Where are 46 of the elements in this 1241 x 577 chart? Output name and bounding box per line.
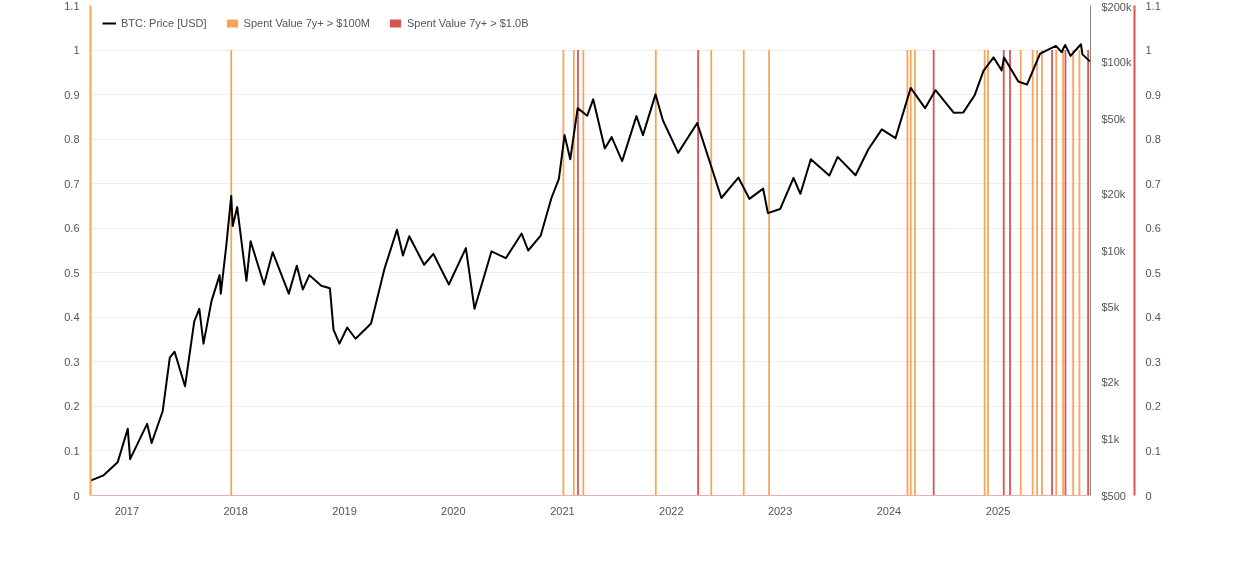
x-tick-label: 2017 [114,504,140,517]
y2-tick-label: $200k [1101,0,1132,13]
y2-tick-label: $20k [1101,187,1126,200]
y-tick-label: 0.9 [1145,88,1161,101]
y2-tick-label: $2k [1101,376,1120,389]
y-tick-label: 0.1 [1145,444,1161,457]
x-tick-label: 2022 [659,504,684,517]
y2-tick-label: $100k [1101,56,1132,69]
legend-label: Spent Value 7y+ > $1.0B [406,17,529,29]
x-tick-label: 2024 [876,504,902,517]
y-tick-label: 0.4 [1145,311,1161,324]
y2-tick-label: $5k [1101,301,1120,314]
y2-tick-label: $50k [1101,112,1126,125]
x-tick-label: 2023 [767,504,793,517]
y3-tick-label: 1.1 [64,0,80,12]
y-tick-label: 0.2 [1145,400,1161,413]
y-tick-label: 0.8 [1145,133,1161,146]
y-tick-label: 0.6 [1145,222,1161,235]
x-tick-label: 2020 [441,504,466,517]
y3-tick-label: 0.4 [64,311,80,324]
y3-tick-label: 0.3 [64,355,80,368]
y-tick-label: 1 [1145,44,1152,57]
y3-tick-label: 0.8 [64,133,80,146]
x-tick-label: 2025 [985,504,1011,517]
y2-tick-label: $1k [1101,432,1120,445]
x-tick-label: 2019 [332,504,357,517]
y3-tick-label: 0 [73,489,80,502]
y3-tick-label: 0.6 [64,222,80,235]
line-series [90,43,1091,482]
y3-tick-label: 0.2 [64,400,80,413]
y3-tick-label: 0.7 [64,177,80,190]
legend-label: BTC: Price [USD] [121,17,207,29]
y-tick-label: 0.3 [1145,355,1161,368]
y3-tick-label: 0.9 [64,88,80,101]
x-tick-label: 2018 [223,504,248,517]
y-tick-label: 1.1 [1145,0,1161,12]
y-tick-label: 0 [1145,489,1152,502]
legend-label: Spent Value 7y+ > $100M [243,17,370,29]
y3-tick-label: 1 [73,44,80,57]
y3-tick-label: 0.1 [64,444,80,457]
y-tick-label: 0.7 [1145,177,1161,190]
x-tick-label: 2021 [550,504,575,517]
y3-tick-label: 0.5 [64,266,80,279]
y-tick-label: 0.5 [1145,266,1161,279]
y2-tick-label: $500 [1101,489,1126,502]
y2-tick-label: $10k [1101,244,1126,257]
